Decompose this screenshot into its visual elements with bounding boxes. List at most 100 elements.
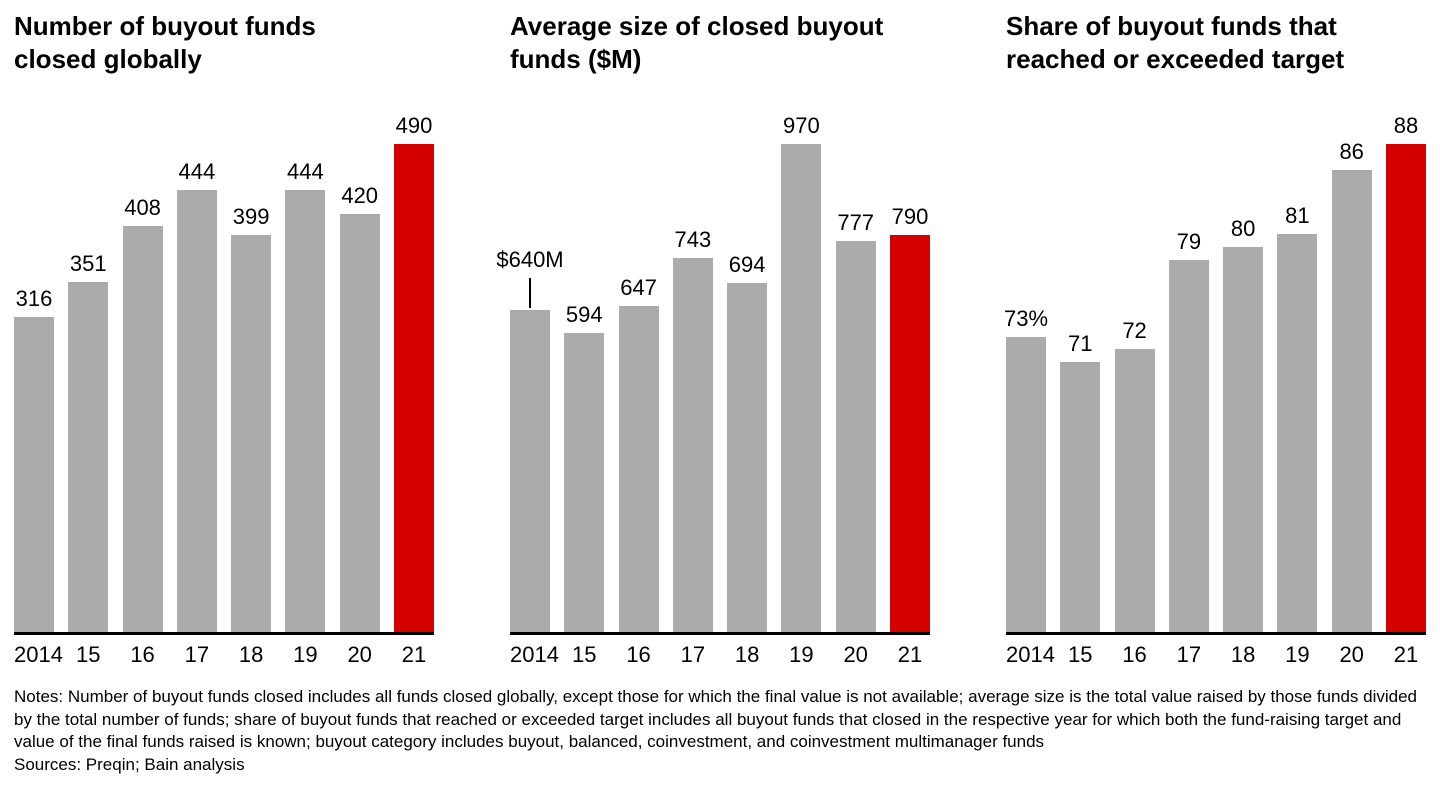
x-axis-tick-label: 17 [184,642,210,667]
x-axis-tick-label: 16 [626,642,651,667]
x-axis-tick-label: 20 [1339,642,1364,667]
bar-value-label: 81 [1285,203,1310,228]
bar-value-label: 647 [620,275,657,300]
x-axis-tick-label: 15 [1068,642,1093,667]
bar-column: 647 [618,275,659,632]
bar-value-label: 970 [783,113,820,138]
bar-column: 86 [1331,139,1372,632]
x-axis-tick-label: 21 [897,642,923,667]
x-axis: 2014 15 16 17 18 19 20 21 [14,635,434,668]
bar-value-label: 316 [15,286,53,311]
notes-text: Notes: Number of buyout funds closed inc… [14,687,1417,752]
bar-column: $640M [496,247,564,632]
x-axis-tick-label: 21 [401,642,427,667]
bar [672,258,713,632]
bar [1223,247,1264,632]
bar-column: 72 [1114,318,1155,632]
bar [618,306,659,632]
bar [176,190,217,632]
bar-column: 694 [727,252,768,632]
callout-leader-line [529,278,531,308]
bar [1331,170,1372,632]
x-axis-tick-label: 18 [734,642,760,667]
bar-column: 80 [1223,216,1264,632]
bar [14,317,54,632]
bar [1114,349,1155,632]
bar-highlighted [889,235,930,632]
bar-column: 490 [393,113,434,632]
bar-column: 743 [672,227,713,632]
bar-value-label: 694 [728,252,766,277]
bar [68,282,109,632]
bar [1277,234,1318,632]
bar [727,283,768,632]
bar-column: 88 [1385,113,1426,632]
bar [781,144,822,632]
bar-value-label: 351 [69,251,107,276]
bar-value-label: 88 [1393,113,1419,138]
bar [1060,362,1101,632]
bar-value-label: 86 [1339,139,1364,164]
sources-text: Sources: Preqin; Bain analysis [14,754,245,774]
bar-value-label: 79 [1176,229,1202,254]
chart-title: Number of buyout funds closed globally [14,11,316,74]
bar-value-label: $640M [496,247,564,272]
bar-value-label: 490 [395,113,433,138]
bar [1006,337,1046,632]
x-axis-tick-label: 18 [1230,642,1256,667]
bar [339,214,380,632]
bar-column: 777 [835,210,876,632]
bar-chart-plot: 73% 71 72 79 80 81 86 88 [1003,90,1426,635]
bar-chart-plot: $640M 594 647 743 694 970 777 790 [496,90,930,635]
x-axis-tick-label: 2014 [510,642,559,667]
x-axis-tick-label: 20 [843,642,868,667]
x-axis-tick-label: 17 [1176,642,1202,667]
bar-column: 316 [14,286,54,632]
bar-value-label: 71 [1068,331,1093,356]
x-axis-tick-label: 19 [293,642,318,667]
bar-value-label: 73% [1003,306,1049,331]
bar-chart-plot: 316 351 408 444 399 444 420 490 [14,90,434,635]
chart-title: Share of buyout funds that reached or ex… [1006,11,1345,74]
bar-column: 79 [1168,229,1209,632]
chart-average-size: Average size of closed buyout funds ($M)… [496,10,930,668]
bar-column: 444 [176,159,217,632]
x-axis-tick-label: 2014 [14,642,63,667]
bar-value-label: 743 [674,227,712,252]
x-axis-tick-label: 19 [1285,642,1310,667]
x-axis-tick-label: 15 [76,642,101,667]
x-axis: 2014 15 16 17 18 19 20 21 [1006,635,1426,668]
bar-column: 420 [339,183,380,632]
bar-value-label: 408 [124,195,161,220]
bar-highlighted [1385,144,1426,632]
bar-value-label: 444 [287,159,324,184]
chart-title: Average size of closed buyout funds ($M) [510,11,884,74]
bar-value-label: 790 [891,204,929,229]
chart-number-of-funds: Number of buyout funds closed globally 3… [14,10,434,668]
bar-column: 408 [122,195,163,632]
bar-column: 399 [231,204,272,632]
bar [564,333,605,632]
charts-row: Number of buyout funds closed globally 3… [14,10,1426,668]
x-axis-tick-label: 20 [347,642,372,667]
bar-highlighted [393,144,434,632]
bar-column: 444 [285,159,326,632]
bar [285,190,326,632]
bar-value-label: 444 [178,159,216,184]
bar-value-label: 594 [565,302,603,327]
bar [835,241,876,632]
x-axis-tick-label: 19 [789,642,814,667]
bar-column: 970 [781,113,822,632]
bar-value-label: 399 [232,204,270,229]
bar [1168,260,1209,632]
x-axis-tick-label: 16 [1122,642,1147,667]
bar-column: 81 [1277,203,1318,632]
x-axis-tick-label: 2014 [1006,642,1055,667]
x-axis-tick-label: 17 [680,642,706,667]
bar-column: 790 [889,204,930,632]
bar-value-label: 80 [1230,216,1256,241]
bar-column: 351 [68,251,109,632]
x-axis-tick-label: 21 [1393,642,1419,667]
x-axis-tick-label: 15 [572,642,597,667]
